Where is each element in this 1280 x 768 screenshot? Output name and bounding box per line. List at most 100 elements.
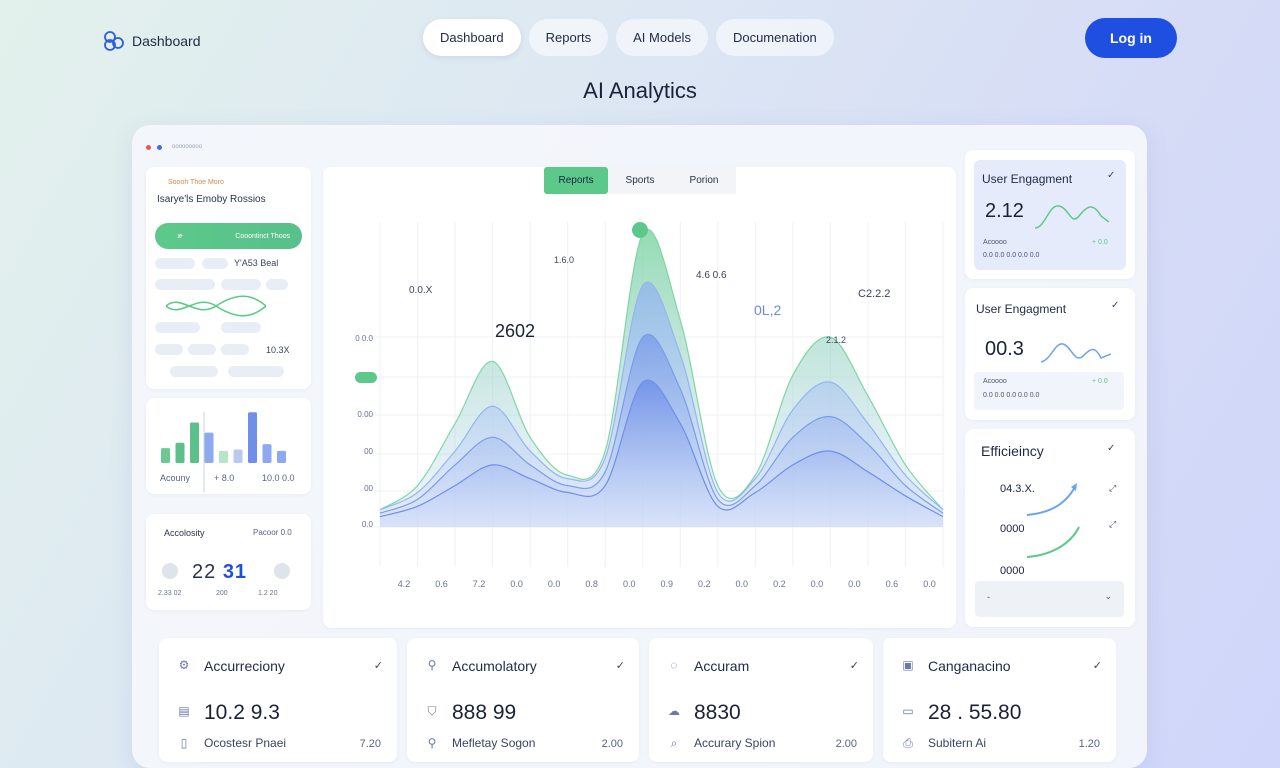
x-tick-label: 0.0 (848, 579, 861, 589)
sparkline-icon (1035, 205, 1109, 229)
mini-bar (233, 449, 243, 463)
x-tick-label: 0.0 (736, 579, 749, 589)
accuracy-label-right: Pacoor 0.0 (253, 528, 292, 537)
x-tick-label: 7.2 (473, 579, 486, 589)
stat-title: Accuram (694, 658, 750, 674)
check-icon[interactable]: ✓ (615, 660, 625, 672)
check-icon[interactable]: ✓ (1111, 300, 1120, 311)
peak-marker[interactable] (632, 222, 648, 238)
skeleton-bar (202, 258, 228, 269)
stat-foot: Subitern Ai (928, 736, 987, 750)
control-label-2: 10.3X (266, 345, 290, 355)
engagement-row-1-right: + 0.0 (1092, 378, 1108, 385)
plus-icon: + (179, 232, 184, 240)
continue-button[interactable]: + x Cooontinct Thoos (155, 223, 302, 249)
image-icon: ▣ (902, 658, 914, 672)
skeleton-bar (155, 322, 200, 333)
stat-foot-number: 2.00 (835, 738, 857, 750)
gear-icon: ⚙ (178, 658, 190, 672)
x-tick-label: 0.0 (811, 579, 824, 589)
close-dot[interactable] (146, 144, 151, 150)
main-chart-card: Reports Sports Porion 0 0.0 0.00 00 00 0.0 4.… (323, 167, 956, 628)
mini-bar (175, 442, 185, 463)
efficiency-row-1: 04.3.X. (1000, 483, 1035, 495)
skeleton-bar (266, 279, 288, 290)
accuracy-foot-3: 1.2 20 (258, 590, 278, 597)
stat-card-canganacino: ▣ Canganacino ✓ ▭ 28 . 55.80 ⎙ Subitern … (883, 638, 1116, 762)
x-tick-label: 0.2 (698, 579, 711, 589)
accuracy-value-a: 22 (192, 561, 217, 583)
skeleton-bar (155, 279, 215, 290)
chart-annotation: 0.0.X (409, 285, 433, 296)
search-icon: ⌕ (670, 736, 678, 750)
check-icon[interactable]: ✓ (1107, 443, 1116, 454)
engagement-card-1: User Engagment ✓ 2.12 Acoooo + 0.0 0.0 0… (965, 150, 1135, 279)
nav-dashboard[interactable]: Dashboard (423, 19, 521, 56)
chart-annotation: 2.1.2 (826, 335, 846, 345)
next-dot[interactable] (274, 563, 290, 579)
x-tick-label: 0.6 (886, 579, 899, 589)
accuracy-value: 22 31 (192, 561, 247, 584)
mini-bar-label-left: Acouny (160, 473, 191, 483)
mini-bar (277, 450, 286, 463)
tab-sports[interactable]: Sports (608, 167, 672, 194)
check-icon[interactable]: ✓ (849, 660, 859, 672)
stat-value: 28 . 55.80 (928, 701, 1022, 724)
series-line (379, 379, 944, 518)
accuracy-value-b: 31 (222, 561, 248, 583)
engagement-row-2: 0.0 0.0 0.0 0.0 0.0 (983, 392, 1040, 399)
tab-reports[interactable]: Reports (544, 167, 608, 194)
x-tick-label: 0.0 (923, 579, 936, 589)
tab-porion[interactable]: Porion (672, 167, 736, 194)
wave-icon (166, 295, 266, 317)
efficiency-expand-icon[interactable]: ⤢ (1109, 519, 1117, 529)
chart-tabs: Reports Sports Porion (544, 167, 736, 194)
prev-dot[interactable] (162, 563, 178, 579)
engagement-row-1: Acoooo (983, 239, 1007, 246)
check-icon[interactable]: ✓ (1092, 660, 1102, 672)
mini-bar-card: Acouny + 8.0 10.0 0.0 (146, 398, 311, 494)
y-tick-label: 00 (364, 447, 373, 456)
efficiency-select[interactable]: - ⌄ (975, 581, 1124, 617)
chart-icon: ▤ (178, 704, 190, 718)
nav-documentation[interactable]: Documenation (715, 19, 834, 56)
skeleton-bar (155, 344, 183, 355)
stat-title: Accumolatory (452, 658, 537, 674)
stat-title: Canganacino (928, 658, 1011, 674)
series-line (379, 229, 944, 511)
control-subtitle: Soooh Thoe Moro (168, 179, 224, 186)
efficiency-row-3: 0000 (1000, 565, 1025, 577)
mini-bar (161, 448, 170, 463)
user-icon: ⚲ (427, 658, 437, 672)
page-title: AI Analytics (583, 78, 697, 103)
check-icon[interactable]: ✓ (1107, 170, 1116, 181)
nav-ai-models[interactable]: AI Models (616, 19, 708, 56)
y-tick-label: 0.0 (362, 520, 374, 529)
stat-title: Accurreciony (204, 658, 285, 674)
top-bar: Dashboard Dashboard Reports AI Models Do… (0, 0, 1280, 80)
check-icon[interactable]: ✓ (373, 660, 383, 672)
stat-card-accuracy: ⚙ Accurreciony ✓ ▤ 10.2 9.3 ▯ Ocostesr P… (159, 638, 397, 762)
mini-bar (219, 450, 228, 463)
stat-card-accuram: ◌ Accuram ✓ ☁ 8830 ⌕ Accurary Spion 2.00 (649, 638, 873, 762)
engagement-card-2: User Engagment ✓ 00.3 Acoooo + 0.0 0.0 0… (965, 288, 1135, 420)
nav-reports[interactable]: Reports (528, 19, 609, 56)
brand[interactable]: Dashboard (102, 29, 201, 53)
series-line (379, 281, 944, 511)
stat-foot: Mefletay Sogon (452, 736, 536, 750)
printer-icon: ⎙ (903, 736, 913, 750)
engagement-value: 00.3 (985, 338, 1024, 360)
stat-foot-number: 7.20 (359, 738, 381, 750)
efficiency-card: Efficieincy ✓ 04.3.X. 0000 0000 ⤢ ⤢ - ⌄ (965, 429, 1135, 627)
accuracy-label: Accolosity (164, 528, 205, 538)
expand-dot[interactable] (157, 144, 162, 150)
chart-annotation: 0L,2 (754, 302, 781, 318)
stat-value: 888 99 (452, 701, 517, 724)
login-button[interactable]: Log in (1085, 18, 1177, 58)
legend-pill[interactable] (355, 372, 377, 383)
engagement-footer (974, 372, 1124, 410)
mini-bar (204, 432, 214, 463)
efficiency-expand-icon[interactable]: ⤢ (1109, 483, 1117, 493)
chevron-down-icon: ⌄ (1104, 591, 1112, 601)
main-nav: Dashboard Reports AI Models Documenation (423, 19, 834, 56)
